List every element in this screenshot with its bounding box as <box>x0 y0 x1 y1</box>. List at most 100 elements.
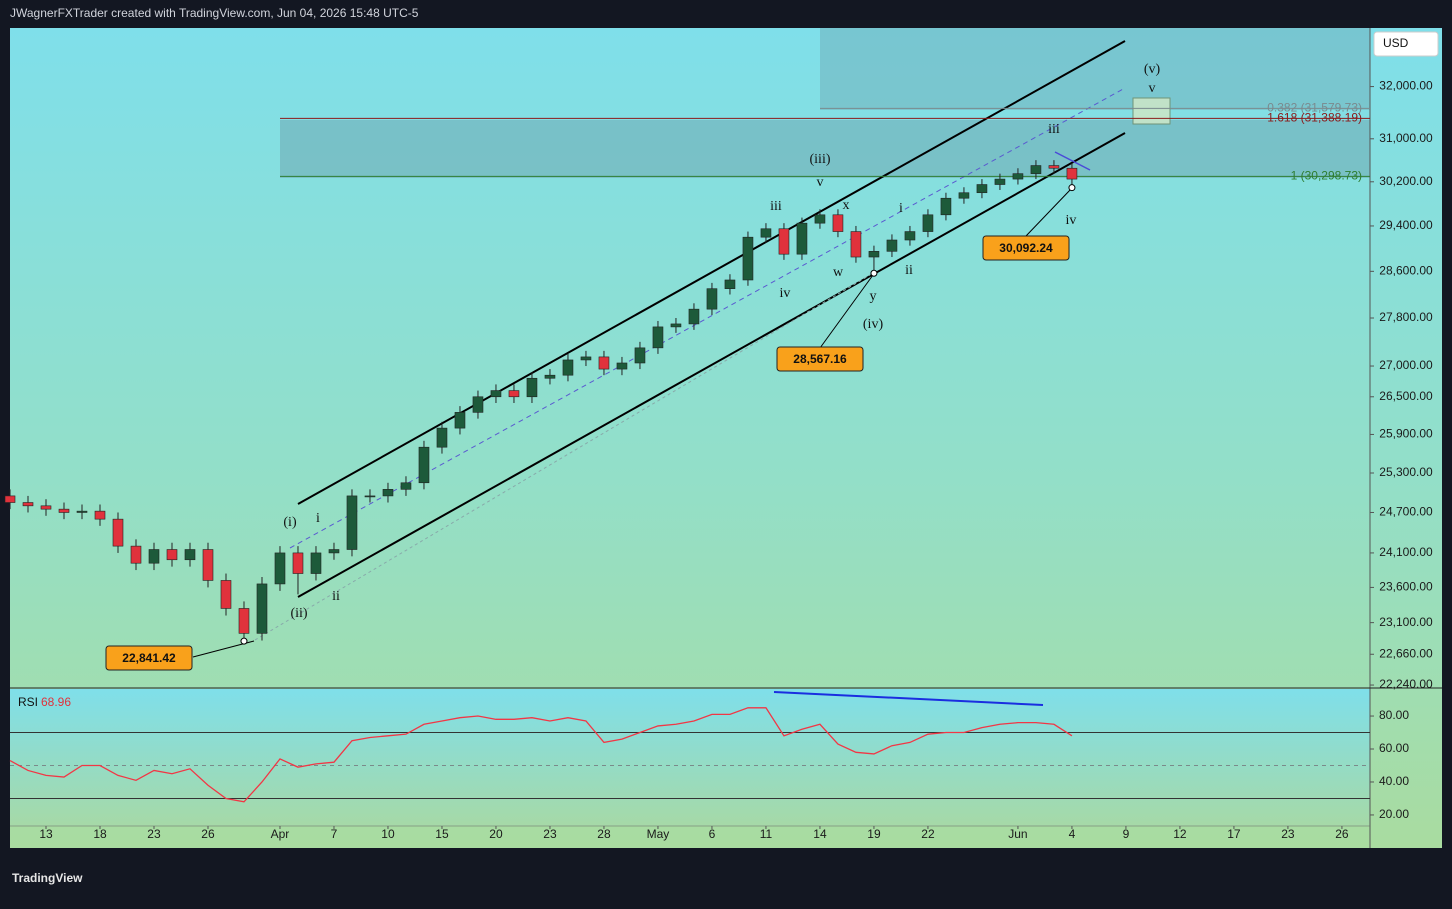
channel-trend <box>254 274 871 641</box>
candle-body <box>814 214 826 224</box>
target-box <box>1132 97 1171 125</box>
candle-body <box>886 239 898 252</box>
candle-body <box>58 508 70 513</box>
candle-body <box>166 549 178 561</box>
callout-label: 28,567.16 <box>793 352 847 366</box>
candle-body <box>472 396 484 413</box>
candle-body <box>742 236 754 281</box>
y-tick-label: 29,400.00 <box>1379 218 1433 232</box>
rsi-tick-label: 40.00 <box>1379 774 1409 788</box>
candle-body <box>400 482 412 490</box>
callout-box <box>982 235 1070 261</box>
candle-body <box>1030 165 1042 174</box>
x-tick-label: 23 <box>147 827 161 841</box>
x-tick-label: 22 <box>921 827 935 841</box>
candle-body <box>544 374 556 379</box>
candle-body <box>436 427 448 448</box>
candle-body <box>580 356 592 361</box>
candle-body <box>598 356 610 370</box>
wave-label: v <box>817 175 824 190</box>
wave-label: (v) <box>1144 62 1161 77</box>
candle-body <box>256 583 268 634</box>
fib-label: 1 (30,298.73) <box>1291 169 1362 183</box>
rsi-line <box>9 707 1073 803</box>
wave-label: (iii) <box>810 152 831 167</box>
candle-body <box>184 549 196 561</box>
candle-body <box>490 390 502 398</box>
callout-point <box>240 637 248 645</box>
y-tick-label: 22,660.00 <box>1379 646 1433 660</box>
candle-body <box>22 502 34 507</box>
candle-body <box>328 549 340 554</box>
candle-body <box>796 222 808 255</box>
candle-body <box>508 390 520 398</box>
x-tick-label: 15 <box>435 827 449 841</box>
x-tick-label: 9 <box>1123 827 1130 841</box>
candle-body <box>670 323 682 328</box>
candle-body <box>688 308 700 325</box>
y-tick-label: 22,240.00 <box>1379 677 1433 691</box>
y-tick-label: 27,000.00 <box>1379 358 1433 372</box>
candle-body <box>832 214 844 232</box>
x-tick-label: 18 <box>93 827 107 841</box>
y-tick-label: 31,000.00 <box>1379 131 1433 145</box>
y-tick-label: 24,700.00 <box>1379 505 1433 519</box>
candle-body <box>562 359 574 376</box>
callout-label: 22,841.42 <box>122 651 176 665</box>
callout-box <box>105 645 193 671</box>
candle-body <box>418 446 430 484</box>
candle-body <box>706 288 718 310</box>
y-tick-label: 27,800.00 <box>1379 310 1433 324</box>
candle-body <box>76 510 88 513</box>
wave-label: (i) <box>283 515 297 530</box>
y-tick-label: 23,100.00 <box>1379 615 1433 629</box>
candle-body <box>238 608 250 634</box>
candle-body <box>958 192 970 199</box>
candle-body <box>724 279 736 289</box>
candle-body <box>652 326 664 349</box>
candle-body <box>94 510 106 520</box>
candle-body <box>148 549 160 564</box>
candle-body <box>112 518 124 547</box>
rsi-tick-label: 20.00 <box>1379 807 1409 821</box>
wave-label: i <box>899 201 903 216</box>
candle-body <box>778 228 790 255</box>
y-tick-label: 25,300.00 <box>1379 465 1433 479</box>
candle-body <box>634 347 646 364</box>
x-tick-label: Jun <box>1008 827 1027 841</box>
candle-body <box>976 184 988 194</box>
y-tick-label: 32,000.00 <box>1379 79 1433 93</box>
currency-button[interactable] <box>1373 31 1439 57</box>
x-tick-label: 26 <box>201 827 215 841</box>
y-tick-label: 25,900.00 <box>1379 427 1433 441</box>
x-tick-label: 14 <box>813 827 827 841</box>
wave-label: y <box>870 289 877 304</box>
candle-body <box>994 178 1006 185</box>
callout-point <box>1068 184 1076 192</box>
candle-body <box>130 545 142 564</box>
callout-box <box>776 346 864 372</box>
callout-leader <box>819 274 874 349</box>
rsi-name: RSI <box>18 695 38 709</box>
candle-body <box>292 552 304 574</box>
candle-body <box>904 231 916 241</box>
rsi-tick-label: 80.00 <box>1379 708 1409 722</box>
x-tick-label: 13 <box>39 827 53 841</box>
x-tick-label: 11 <box>760 827 773 841</box>
y-tick-label: 26,500.00 <box>1379 389 1433 403</box>
callout-point <box>870 269 878 277</box>
fib-label: 1.618 (31,388.19) <box>1267 110 1362 124</box>
candle-body <box>616 362 628 370</box>
x-tick-label: 20 <box>489 827 503 841</box>
x-tick-label: 28 <box>597 827 611 841</box>
channel-lower <box>297 132 1126 598</box>
candle-body <box>868 251 880 258</box>
candle-body <box>220 580 232 609</box>
wave-label: (ii) <box>290 606 307 621</box>
channel-mid <box>289 87 1126 549</box>
currency-label[interactable]: USD <box>1383 36 1409 50</box>
zone-upper <box>820 28 1370 110</box>
y-tick-label: 24,100.00 <box>1379 545 1433 559</box>
wave-label: iii <box>770 199 782 214</box>
